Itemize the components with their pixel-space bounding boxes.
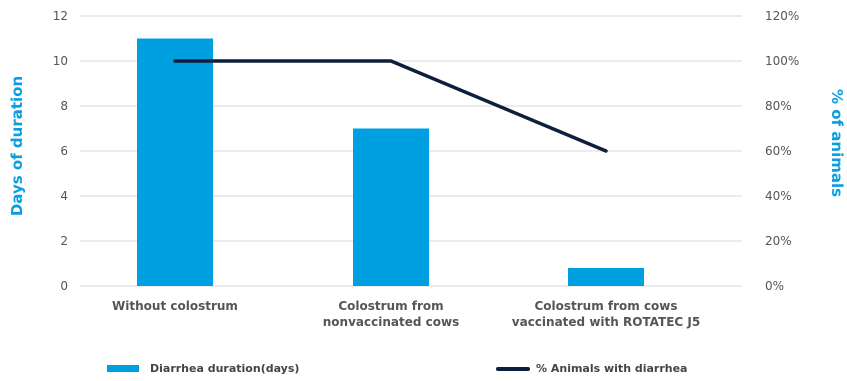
category-label: nonvaccinated cows [323,315,459,329]
category-label: vaccinated with ROTATEC J5 [512,315,700,329]
line-point [390,60,392,62]
left-axis-ticks: 0 2 4 6 8 10 12 [53,9,68,293]
category-label: Without colostrum [112,299,238,313]
line-point [605,150,607,152]
y-tick-label: 8 [60,99,68,113]
y2-tick-label: 120% [765,9,799,23]
legend-swatch-line [496,366,530,371]
category-labels: Without colostrum Colostrum from nonvaccin… [112,299,700,329]
legend-label-line: % Animals with diarrhea [536,362,688,375]
category-label: Colostrum from [338,299,443,313]
right-axis-title: % of animals [828,89,846,197]
right-axis-ticks: 0% 20% 40% 60% 80% 100% 120% [765,9,799,293]
y2-tick-label: 60% [765,144,792,158]
y2-tick-label: 40% [765,189,792,203]
bars [137,38,644,286]
line-series [173,59,608,153]
y2-tick-label: 100% [765,54,799,68]
y-tick-label: 4 [60,189,68,203]
legend-item-bar: Diarrhea duration(days) [107,362,299,375]
bar [137,38,213,286]
y2-tick-label: 20% [765,234,792,248]
y2-tick-label: 80% [765,99,792,113]
y-tick-label: 0 [60,279,68,293]
y-tick-label: 6 [60,144,68,158]
y2-tick-label: 0% [765,279,784,293]
bar [568,268,644,286]
line-point [174,60,176,62]
category-label: Colostrum from cows [534,299,677,313]
left-axis-title: Days of duration [8,76,26,216]
legend-swatch-bar [107,365,139,372]
bar [353,128,429,286]
legend-item-line: % Animals with diarrhea [496,362,687,375]
y-tick-label: 12 [53,9,68,23]
y-tick-label: 2 [60,234,68,248]
y-tick-label: 10 [53,54,68,68]
legend-label-bar: Diarrhea duration(days) [150,362,300,375]
